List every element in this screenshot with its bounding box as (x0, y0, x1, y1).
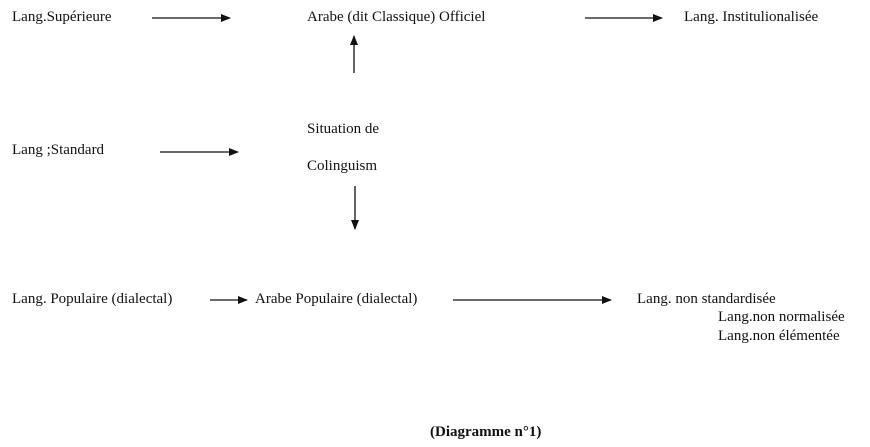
node-non-normalisee: Lang.non normalisée (718, 309, 845, 325)
node-lang-standard: Lang ;Standard (12, 142, 105, 158)
node-situation-line2: Colinguism (307, 158, 378, 174)
node-lang-superieure: Lang.Supérieure (12, 9, 112, 25)
node-non-standardisee: Lang. non standardisée (637, 291, 776, 307)
node-lang-institutionalisee: Lang. Institulionalisée (684, 9, 819, 25)
node-situation-line1: Situation de (307, 121, 380, 137)
node-lang-populaire: Lang. Populaire (dialectal) (12, 291, 173, 307)
node-arabe-classique: Arabe (dit Classique) Officiel (307, 9, 486, 25)
diagram-caption: (Diagramme n°1) (430, 424, 542, 440)
node-arabe-populaire: Arabe Populaire (dialectal) (255, 291, 418, 307)
node-non-elementee: Lang.non élémentée (718, 328, 840, 344)
